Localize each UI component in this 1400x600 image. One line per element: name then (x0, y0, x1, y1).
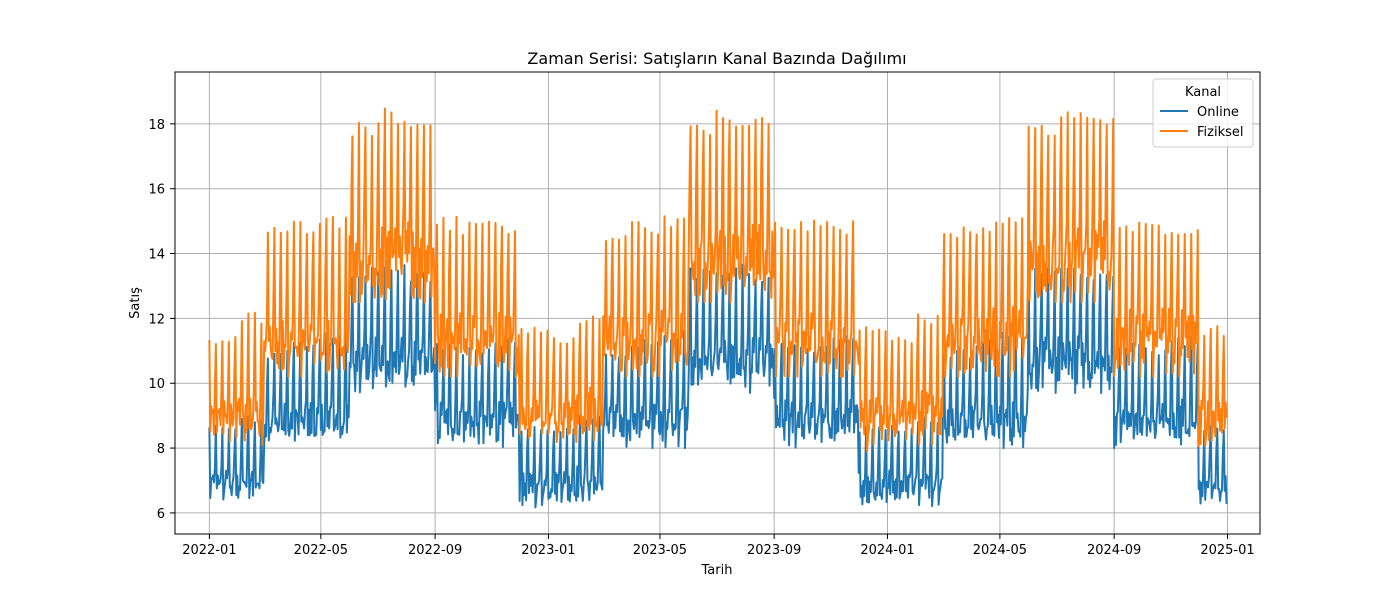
x-tick-label: 2022-01 (182, 543, 236, 558)
legend-label-fiziksel: Fiziksel (1197, 125, 1244, 140)
x-tick-label: 2023-05 (633, 543, 687, 558)
legend-title: Kanal (1185, 85, 1221, 100)
chart-title: Zaman Serisi: Satışların Kanal Bazında D… (527, 49, 906, 68)
y-axis-label: Satış (128, 287, 143, 319)
y-tick-label: 18 (148, 118, 165, 133)
x-tick-label: 2024-01 (860, 543, 914, 558)
x-axis: 2022-01 2022-05 2022-09 2023-01 2023-05 2023-… (182, 534, 1255, 558)
x-tick-label: 2023-09 (747, 543, 801, 558)
y-axis: 6 8 10 12 14 16 18 (148, 118, 175, 522)
series-line-online (208, 263, 1228, 509)
legend: Kanal Online Fiziksel (1152, 78, 1254, 148)
series-line-fiziksel (208, 107, 1228, 453)
x-tick-label: 2022-05 (294, 543, 348, 558)
y-tick-label: 6 (157, 507, 165, 522)
y-tick-label: 10 (148, 377, 165, 392)
y-tick-label: 16 (148, 183, 165, 198)
x-tick-label: 2022-09 (408, 543, 462, 558)
plot-area (208, 107, 1228, 509)
x-tick-label: 2023-01 (521, 543, 575, 558)
legend-label-online: Online (1197, 105, 1239, 120)
y-tick-label: 12 (148, 312, 165, 327)
x-tick-label: 2025-01 (1200, 543, 1254, 558)
axes-frame (174, 71, 1261, 535)
y-tick-label: 14 (148, 248, 165, 263)
x-tick-label: 2024-05 (973, 543, 1027, 558)
y-tick-label: 8 (157, 442, 165, 457)
x-tick-label: 2024-09 (1087, 543, 1141, 558)
x-axis-label: Tarih (701, 563, 733, 578)
